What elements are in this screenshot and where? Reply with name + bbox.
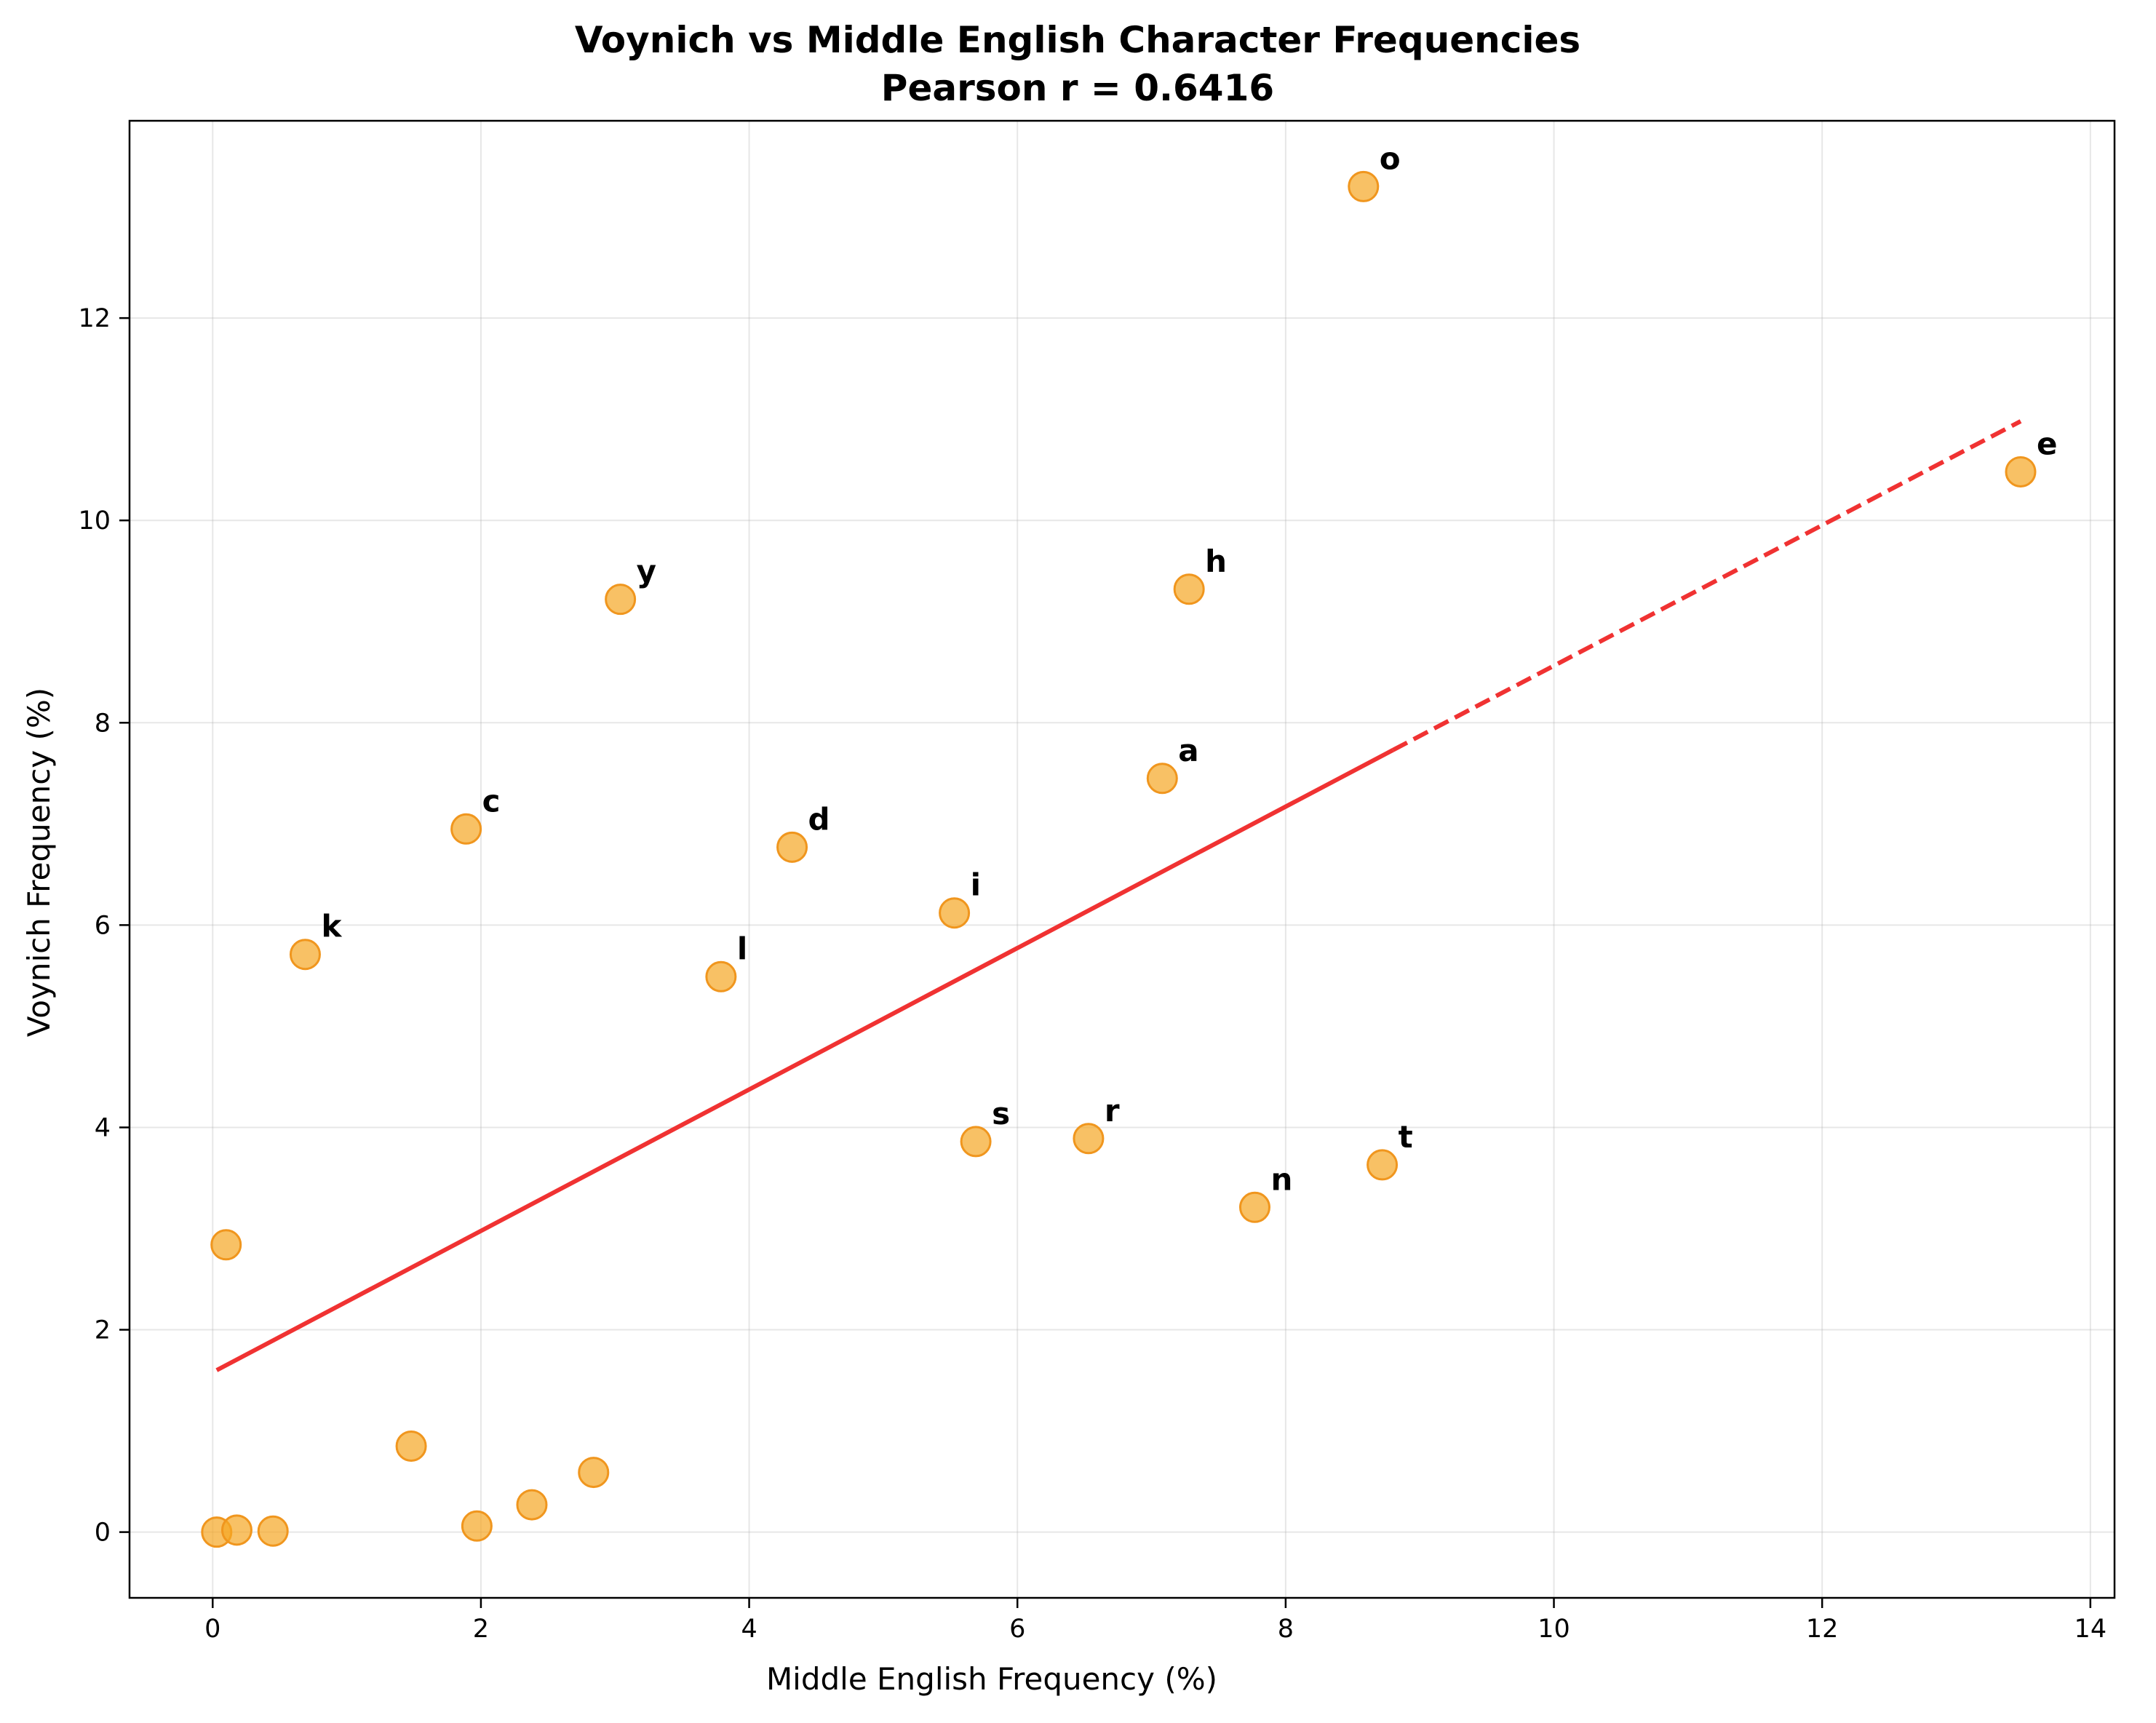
data-point (1238, 1191, 1270, 1223)
x-tick-label: 14 (2075, 1615, 2107, 1644)
point-label: n (1270, 1161, 1292, 1197)
point-label: r (1105, 1093, 1120, 1129)
data-point (220, 1514, 252, 1546)
y-tick-label: 10 (78, 506, 111, 536)
data-point (395, 1430, 427, 1462)
x-tick-label: 10 (1538, 1615, 1570, 1644)
axis-ticks: 0 2 4 6 8 10 12 14 0 2 4 6 8 10 12 (78, 304, 2107, 1644)
point-label: l (737, 931, 747, 966)
data-points: o e h y a c d i k l s r t n (201, 140, 2058, 1548)
x-axis-label: Middle English Frequency (%) (766, 1661, 1217, 1697)
x-tick-label: 6 (1009, 1615, 1025, 1644)
point-label: k (321, 909, 342, 944)
data-point (960, 1126, 992, 1158)
data-point (776, 831, 808, 863)
chart-subtitle: Pearson r = 0.6416 (881, 67, 1274, 109)
y-tick-label: 2 (95, 1316, 111, 1345)
point-label: h (1205, 544, 1227, 579)
trend-line-dashed (1391, 419, 2022, 752)
data-point (1073, 1123, 1105, 1155)
plot-frame (128, 119, 2116, 1599)
data-point (461, 1510, 493, 1542)
data-point (516, 1489, 548, 1521)
point-label: d (808, 801, 830, 837)
point-label: i (971, 867, 981, 903)
point-label: a (1178, 733, 1198, 768)
data-point (257, 1515, 289, 1547)
data-point (605, 584, 637, 616)
point-label: c (482, 783, 501, 819)
data-point (705, 960, 737, 992)
x-tick-label: 12 (1806, 1615, 1839, 1644)
trend-line (215, 419, 2022, 1372)
y-tick-label: 6 (95, 911, 111, 940)
data-point (1173, 573, 1205, 605)
y-tick-label: 4 (95, 1113, 111, 1142)
y-axis-label: Voynich Frequency (%) (21, 688, 57, 1037)
x-tick-label: 4 (741, 1615, 757, 1644)
data-point (289, 939, 321, 971)
x-tick-label: 8 (1278, 1615, 1294, 1644)
x-tick-label: 2 (473, 1615, 489, 1644)
data-point (2005, 455, 2037, 488)
grid (130, 121, 2115, 1598)
point-label: s (992, 1096, 1010, 1131)
data-point (578, 1457, 610, 1489)
y-tick-label: 8 (95, 709, 111, 738)
y-tick-label: 12 (78, 304, 111, 333)
point-label: y (637, 554, 656, 589)
data-point (939, 897, 971, 929)
point-label: o (1380, 140, 1401, 176)
point-label: e (2037, 426, 2058, 461)
x-tick-label: 0 (204, 1615, 220, 1644)
data-point (210, 1229, 242, 1261)
data-point (1367, 1149, 1399, 1181)
y-tick-label: 0 (95, 1519, 111, 1548)
data-point (1348, 170, 1380, 202)
chart-title: Voynich vs Middle English Character Freq… (575, 19, 1580, 61)
data-point (450, 813, 482, 845)
trend-line-solid (215, 748, 1394, 1372)
data-point (1146, 763, 1178, 795)
point-label: t (1399, 1119, 1413, 1155)
